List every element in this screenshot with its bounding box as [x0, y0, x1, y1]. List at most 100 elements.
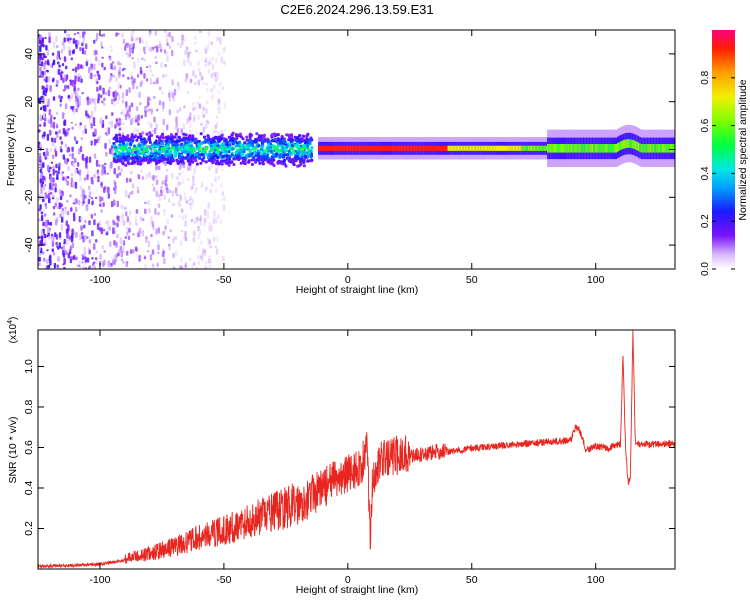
heatmap-cell: [101, 56, 104, 59]
heatmap-cell: [245, 135, 249, 139]
heatmap-cell: [68, 235, 71, 240]
heatmap-cell: [99, 203, 102, 207]
heatmap-cell: [184, 236, 188, 242]
heatmap-cell: [131, 37, 134, 42]
heatmap-cell: [158, 165, 161, 171]
heatmap-cell: [58, 94, 61, 99]
heatmap-cell: [203, 150, 207, 154]
heatmap-cell: [657, 144, 660, 153]
heatmap-cell: [204, 160, 208, 164]
heatmap-cell: [135, 147, 139, 151]
heatmap-cell: [140, 158, 144, 162]
heatmap-cell: [465, 145, 468, 151]
heatmap-cell: [207, 31, 211, 37]
heatmap-cell: [70, 106, 73, 110]
heatmap-cell: [74, 157, 77, 164]
heatmap-cell: [514, 145, 517, 151]
heatmap-cell: [136, 159, 139, 163]
heatmap-cell: [57, 61, 60, 65]
heatmap-cell: [498, 145, 501, 151]
heatmap-cell: [83, 247, 86, 253]
heatmap-cell: [73, 216, 76, 222]
heatmap-cell: [505, 145, 508, 151]
heatmap-cell: [556, 144, 559, 153]
heatmap-cell: [148, 64, 152, 69]
heatmap-cell: [469, 145, 472, 151]
heatmap-cell: [243, 141, 247, 145]
heatmap-cell: [86, 96, 89, 101]
heatmap-cell: [111, 112, 114, 116]
colorbar-ticks: 0.00.20.40.60.8: [700, 70, 735, 276]
heatmap-cell: [110, 161, 113, 169]
heatmap-cell: [579, 144, 582, 153]
heatmap-cell: [64, 30, 67, 34]
heatmap-cell: [144, 110, 147, 118]
heatmap-cell: [128, 227, 131, 233]
heatmap-cell: [185, 73, 188, 79]
heatmap-cell: [151, 263, 155, 268]
heatmap-cell: [118, 172, 122, 176]
heatmap-cell: [301, 153, 304, 157]
heatmap-cell: [208, 265, 211, 268]
heatmap-cell: [108, 78, 112, 83]
heatmap-cell: [150, 234, 153, 238]
heatmap-cell: [72, 109, 76, 115]
heatmap-cell: [331, 145, 334, 151]
heatmap-cell: [55, 163, 58, 169]
heatmap-cell: [52, 168, 55, 176]
heatmap-cell: [194, 141, 198, 145]
heatmap-cell: [396, 145, 400, 151]
heatmap-cell: [238, 140, 241, 144]
heatmap-cell: [58, 64, 61, 68]
heatmap-cell: [113, 65, 117, 71]
heatmap-cell: [216, 107, 220, 110]
heatmap-cell: [213, 84, 216, 90]
heatmap-cell: [236, 148, 240, 152]
heatmap-cell: [195, 216, 199, 221]
heatmap-cell: [222, 255, 225, 261]
heatmap-cell: [201, 159, 205, 163]
heatmap-cell: [407, 145, 410, 151]
heatmap-cell: [102, 228, 106, 232]
heatmap-cell: [501, 145, 504, 151]
heatmap-cell: [75, 264, 79, 268]
heatmap-cell: [147, 102, 150, 107]
x-tick-label: -100: [89, 574, 110, 586]
heatmap-cell: [539, 145, 542, 151]
heatmap-cell: [193, 149, 196, 153]
heatmap-cell: [207, 41, 210, 47]
heatmap-cell: [202, 106, 205, 112]
heatmap-cell: [101, 245, 105, 250]
heatmap-cell: [673, 144, 675, 153]
heatmap-cell: [275, 148, 278, 152]
heatmap-cell: [109, 55, 112, 61]
heatmap-cell: [99, 195, 102, 203]
heatmap-cell: [116, 146, 120, 150]
heatmap-cell: [333, 145, 336, 151]
heatmap-cell: [179, 265, 182, 269]
heatmap-cell: [627, 139, 630, 148]
heatmap-cell: [39, 155, 42, 160]
heatmap-cell: [267, 159, 271, 163]
heatmap-cell: [42, 90, 46, 96]
heatmap-cell: [666, 144, 669, 153]
heatmap-cell: [60, 203, 63, 208]
heatmap-cell: [207, 240, 210, 247]
heatmap-cell: [567, 144, 571, 153]
heatmap-cell: [355, 145, 358, 151]
heatmap-cell: [175, 143, 179, 147]
heatmap-cell: [132, 84, 135, 90]
heatmap-cell: [77, 171, 80, 174]
heatmap-cell: [172, 252, 175, 259]
heatmap-cell: [172, 203, 175, 206]
heatmap-cell: [195, 131, 198, 134]
heatmap-cell: [181, 170, 185, 174]
heatmap-cell: [76, 31, 80, 35]
heatmap-cell: [416, 145, 419, 151]
heatmap-cell: [69, 37, 72, 41]
heatmap-cell: [83, 177, 87, 181]
heatmap-cell: [181, 34, 184, 41]
heatmap-cell: [130, 102, 134, 108]
heatmap-cell: [239, 143, 243, 147]
